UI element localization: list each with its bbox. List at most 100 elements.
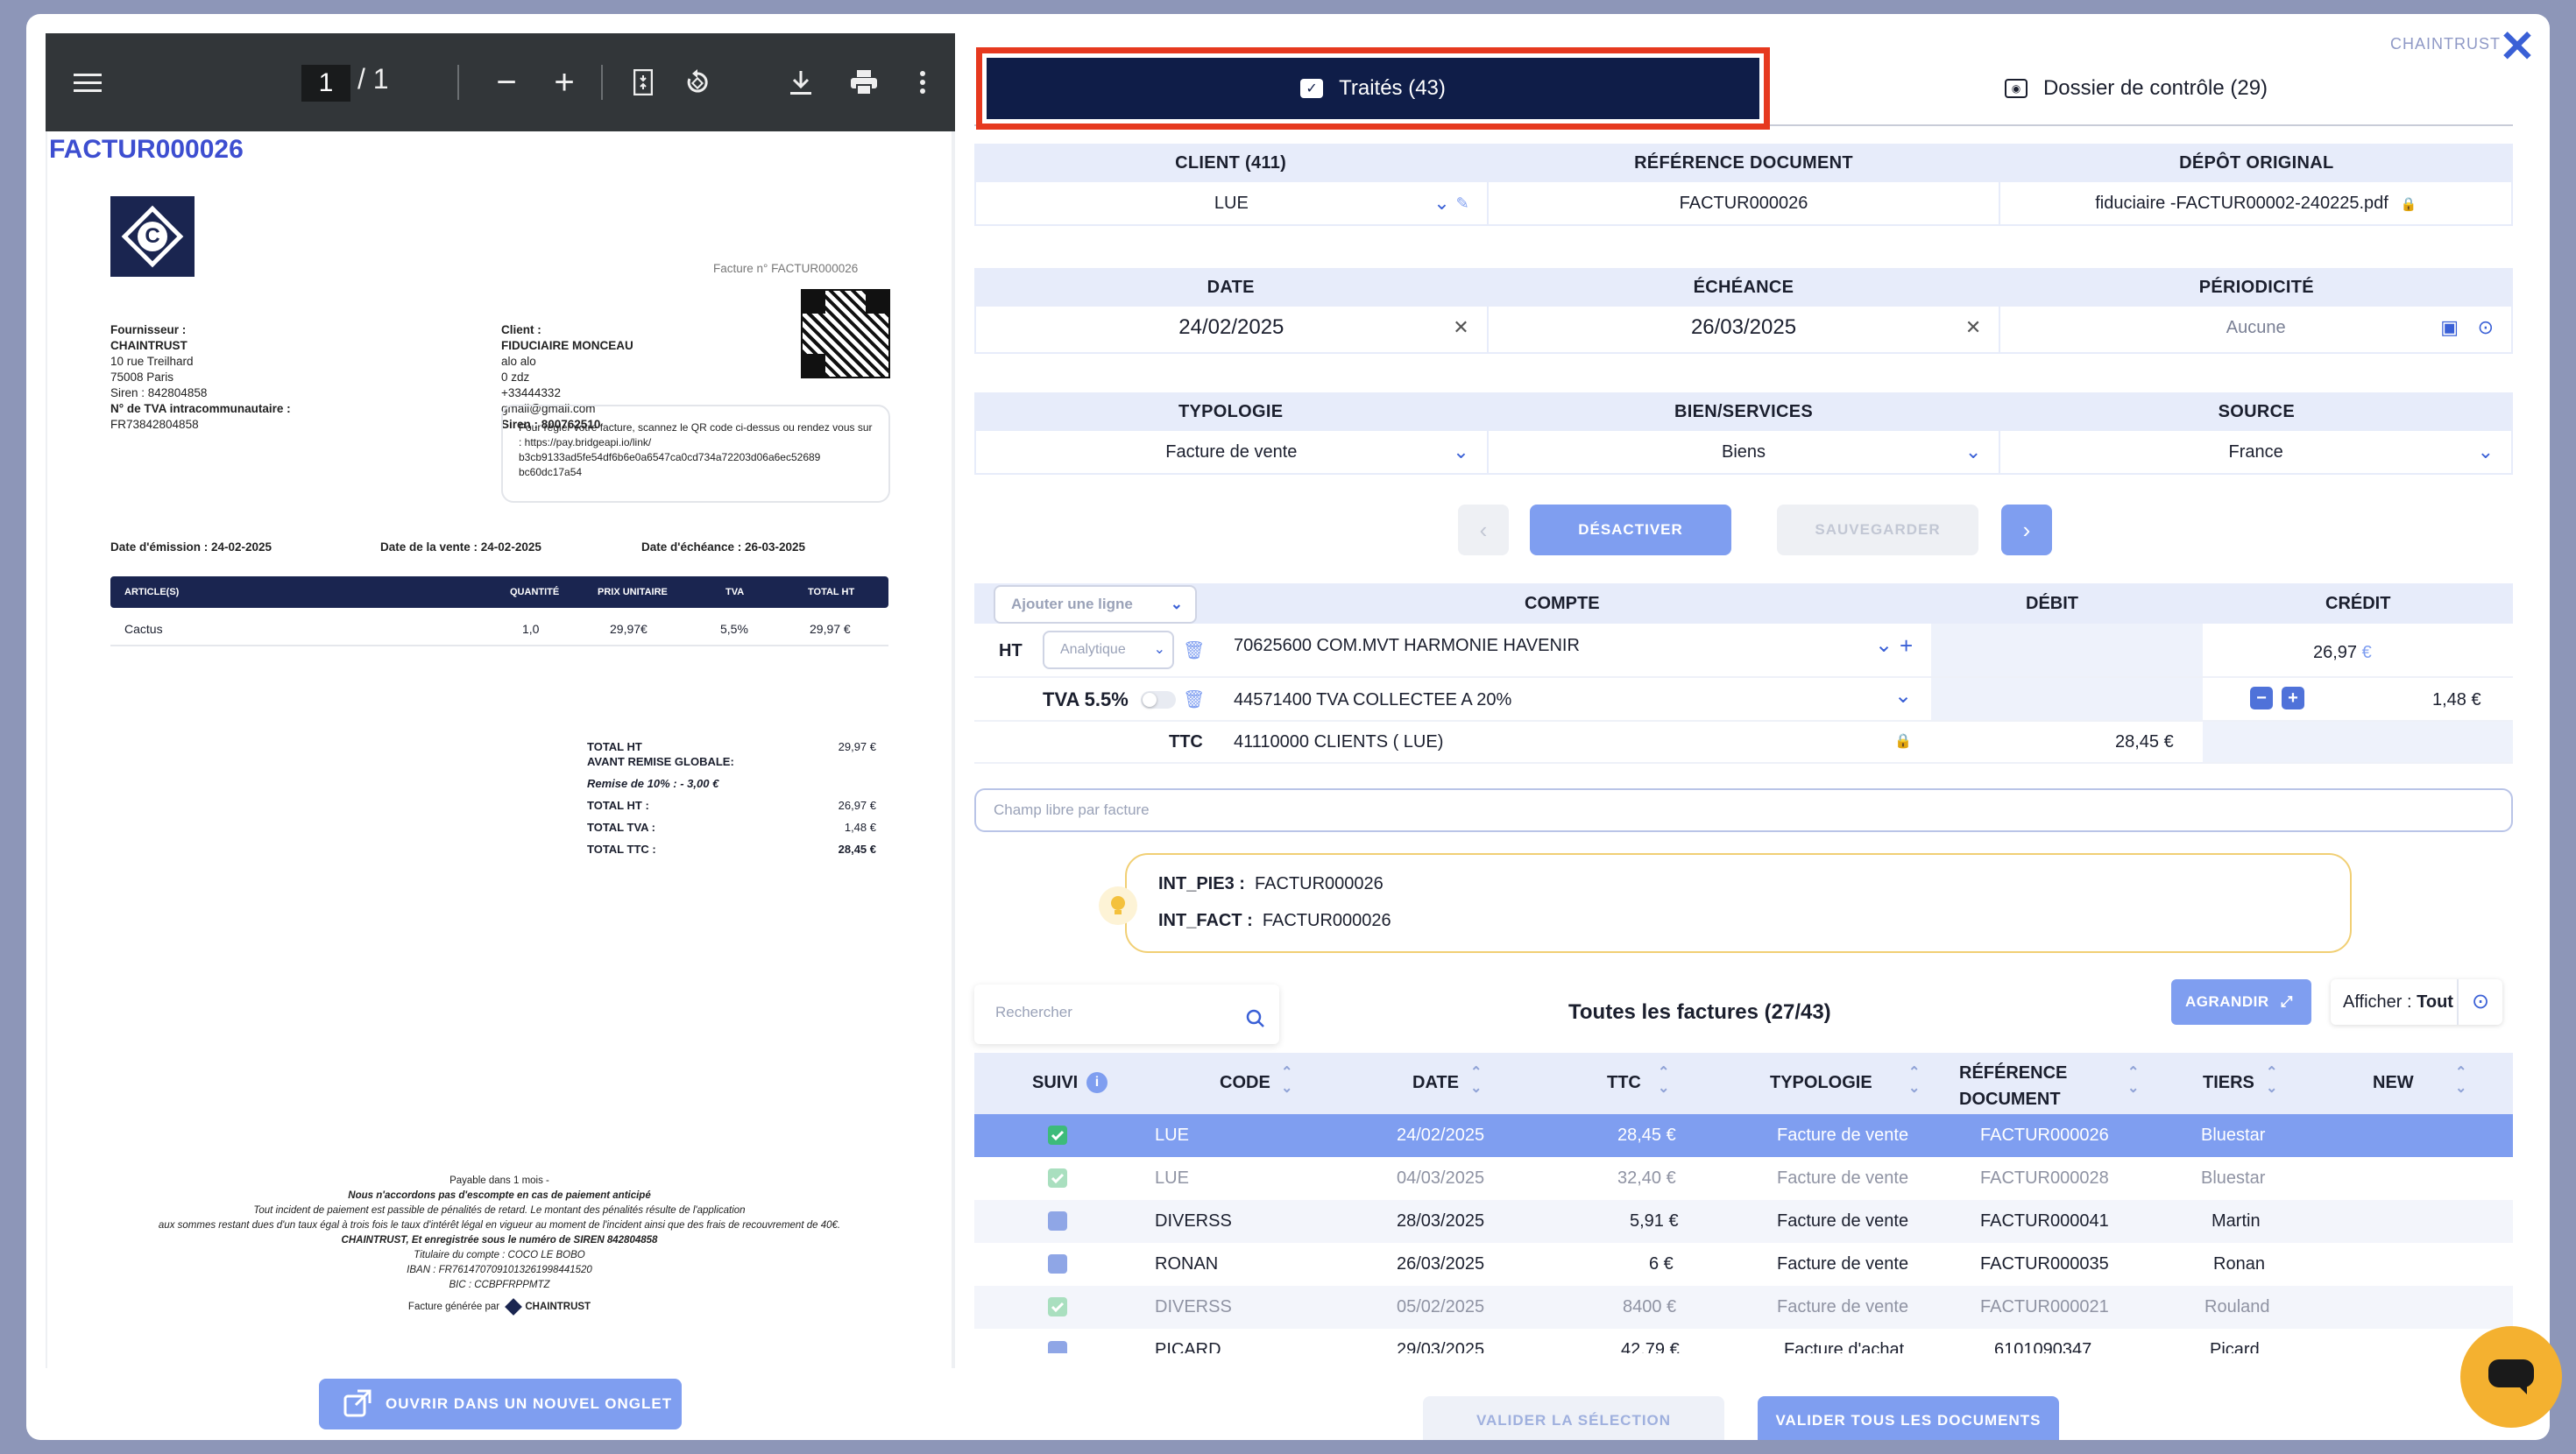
edit-icon[interactable]: ✎ <box>1455 194 1469 212</box>
checkbox[interactable] <box>1048 1211 1067 1231</box>
next-button[interactable]: › <box>2001 505 2052 555</box>
echeance-value: 26/03/2025 <box>1690 315 1797 339</box>
tva-toggle[interactable] <box>1141 691 1176 709</box>
table-row[interactable]: LUE 04/03/2025 32,40 € Facture de vente … <box>974 1157 2513 1200</box>
sort-icon[interactable]: ⌃ ⌄ <box>1658 1065 1670 1096</box>
account-value[interactable]: 70625600 COM.MVT HARMONIE HAVENIR <box>1234 636 1580 655</box>
checkbox[interactable] <box>1048 1341 1067 1353</box>
typologie-select[interactable]: Facture de vente ⌄ <box>976 431 1489 473</box>
footer-line: BIC : CCBPFRPPMTZ <box>449 1280 550 1290</box>
info-icon[interactable]: i <box>1086 1072 1108 1093</box>
checked-icon[interactable] <box>1048 1297 1067 1316</box>
date-input[interactable]: 24/02/2025 ✕ <box>976 307 1489 352</box>
analytic-select[interactable]: Analytique ⌄ <box>1043 631 1174 669</box>
plus-icon[interactable]: + <box>2282 687 2304 709</box>
chevron-down-icon[interactable]: ⌄ <box>1894 684 1913 708</box>
chevron-circle-icon[interactable]: ⊙ <box>2477 316 2495 338</box>
credit-value[interactable]: 1,48 € <box>2432 690 2481 709</box>
account-value[interactable]: 44571400 TVA COLLECTEE A 20% <box>1234 690 1512 709</box>
display-filter-select[interactable]: Afficher : Tout ⊙ <box>2331 979 2502 1025</box>
chevron-down-icon[interactable]: ⌄ <box>1875 633 1893 657</box>
header-source: SOURCE <box>2218 402 2295 421</box>
echeance-input[interactable]: 26/03/2025 ✕ <box>1489 307 2001 352</box>
trash-icon[interactable]: 🗑 <box>1183 690 1206 709</box>
qr-code <box>801 289 890 378</box>
sort-icon[interactable]: ⌃ ⌄ <box>1281 1065 1293 1096</box>
cell-typologie: Facture de vente <box>1777 1168 1909 1188</box>
tab-traites[interactable]: ✓ Traités (43) <box>976 47 1770 130</box>
page-number-input[interactable]: 1 <box>301 65 350 102</box>
footer-line: Payable dans 1 mois - <box>449 1175 549 1186</box>
client-select[interactable]: LUE ⌄ ✎ <box>976 182 1489 224</box>
tab-dossier-controle[interactable]: ◉ Dossier de contrôle (29) <box>1759 58 2513 119</box>
zoom-in-icon[interactable]: + <box>554 62 575 102</box>
checked-icon[interactable] <box>1048 1126 1067 1145</box>
add-icon[interactable]: + <box>1900 632 1914 659</box>
totals-label: Remise de 10% : - 3,00 € <box>587 777 719 790</box>
invoice-title: FACTUR000026 <box>49 135 244 164</box>
cell-reference: 6101090347 <box>1994 1340 2092 1353</box>
original-file-link[interactable]: fiduciaire -FACTUR00002-240225.pdf 🔒 <box>2000 182 2511 224</box>
bien-services-select[interactable]: Biens ⌄ <box>1489 431 2001 473</box>
zoom-out-icon[interactable]: − <box>496 62 517 102</box>
chevron-down-icon: ⌄ <box>1964 441 1982 462</box>
download-icon[interactable] <box>775 33 827 131</box>
previous-button[interactable]: ‹ <box>1458 505 1509 555</box>
clear-date-icon[interactable]: ✕ <box>1453 316 1469 338</box>
expand-button[interactable]: AGRANDIR ⤢ <box>2171 979 2311 1025</box>
checkbox[interactable] <box>1048 1254 1067 1274</box>
table-row[interactable]: LUE 24/02/2025 28,45 € Facture de vente … <box>974 1114 2513 1157</box>
col-date[interactable]: DATE <box>1412 1073 1459 1092</box>
add-line-select[interactable]: Ajouter une ligne ⌄ <box>994 585 1197 624</box>
chat-widget-button[interactable] <box>2460 1326 2562 1428</box>
table-row[interactable]: DIVERSS 28/03/2025 5,91 € Facture de ven… <box>974 1200 2513 1243</box>
minus-icon[interactable]: − <box>2250 687 2273 709</box>
menu-icon[interactable] <box>54 33 121 131</box>
credit-cell[interactable] <box>2203 722 2513 762</box>
col-suivi[interactable]: SUIVI <box>1032 1073 1079 1092</box>
client-line: alo alo <box>501 355 536 368</box>
debit-cell[interactable] <box>1931 678 2203 720</box>
col-ttc[interactable]: TTC <box>1607 1073 1641 1092</box>
cell-date: 28/03/2025 <box>1397 1211 1485 1231</box>
sort-icon[interactable]: ⌃ ⌄ <box>2127 1065 2140 1096</box>
table-row[interactable]: RONAN 26/03/2025 6 € Facture de vente FA… <box>974 1243 2513 1286</box>
rotate-icon[interactable] <box>671 33 724 131</box>
credit-cell[interactable]: 26,97 € <box>2313 643 2372 663</box>
free-field-input[interactable]: Champ libre par facture <box>974 788 2513 832</box>
col-new[interactable]: NEW <box>2373 1073 2414 1092</box>
more-options-icon[interactable] <box>901 33 945 131</box>
deactivate-button[interactable]: DÉSACTIVER <box>1530 505 1731 555</box>
col-typologie[interactable]: TYPOLOGIE <box>1770 1073 1872 1092</box>
clear-echeance-icon[interactable]: ✕ <box>1964 316 1982 338</box>
trash-icon[interactable]: 🗑 <box>1183 641 1206 660</box>
debit-cell[interactable] <box>1931 624 2203 676</box>
item-cell: 1,0 <box>522 622 540 636</box>
table-row[interactable]: PICARD 29/03/2025 42.79 € Facture d'acha… <box>974 1329 2513 1353</box>
checked-icon[interactable] <box>1048 1168 1067 1188</box>
calendar-repeat-icon[interactable]: ▣ <box>2440 316 2459 338</box>
cell-reference: FACTUR000041 <box>1980 1211 2109 1231</box>
validate-all-button[interactable]: VALIDER TOUS LES DOCUMENTS <box>1758 1396 2059 1440</box>
totals-row: TOTAL TVA : 1,48 € <box>587 816 876 838</box>
source-select[interactable]: France ⌄ <box>2000 431 2511 473</box>
open-new-tab-button[interactable]: OUVRIR DANS UN NOUVEL ONGLET <box>319 1379 682 1429</box>
sort-icon[interactable]: ⌃ ⌄ <box>2455 1065 2467 1096</box>
validate-selection-button[interactable]: VALIDER LA SÉLECTION <box>1423 1396 1724 1440</box>
reference-field[interactable]: FACTUR000026 <box>1489 182 2001 224</box>
sort-icon[interactable]: ⌃ ⌄ <box>2266 1065 2278 1096</box>
col-code[interactable]: CODE <box>1220 1073 1270 1092</box>
chevron-down-icon[interactable]: ⌄ <box>1433 192 1450 214</box>
accounting-row-ht: HT Analytique ⌄ 🗑 70625600 COM.MVT HARMON… <box>974 624 2513 678</box>
table-row[interactable]: DIVERSS 05/02/2025 8400 € Facture de ven… <box>974 1286 2513 1329</box>
periodicite-select[interactable]: Aucune ▣ ⊙ <box>2000 307 2511 352</box>
search-input[interactable]: Rechercher <box>974 985 1279 1044</box>
close-icon[interactable]: ✕ <box>2499 22 2536 71</box>
sort-icon[interactable]: ⌃ ⌄ <box>1470 1065 1483 1096</box>
save-button[interactable]: SAUVEGARDER <box>1777 505 1978 555</box>
fit-page-icon[interactable] <box>617 33 669 131</box>
sort-icon[interactable]: ⌃ ⌄ <box>1908 1065 1921 1096</box>
print-icon[interactable] <box>838 33 890 131</box>
col-tiers[interactable]: TIERS <box>2203 1073 2254 1092</box>
client-value: LUE <box>1214 194 1249 213</box>
